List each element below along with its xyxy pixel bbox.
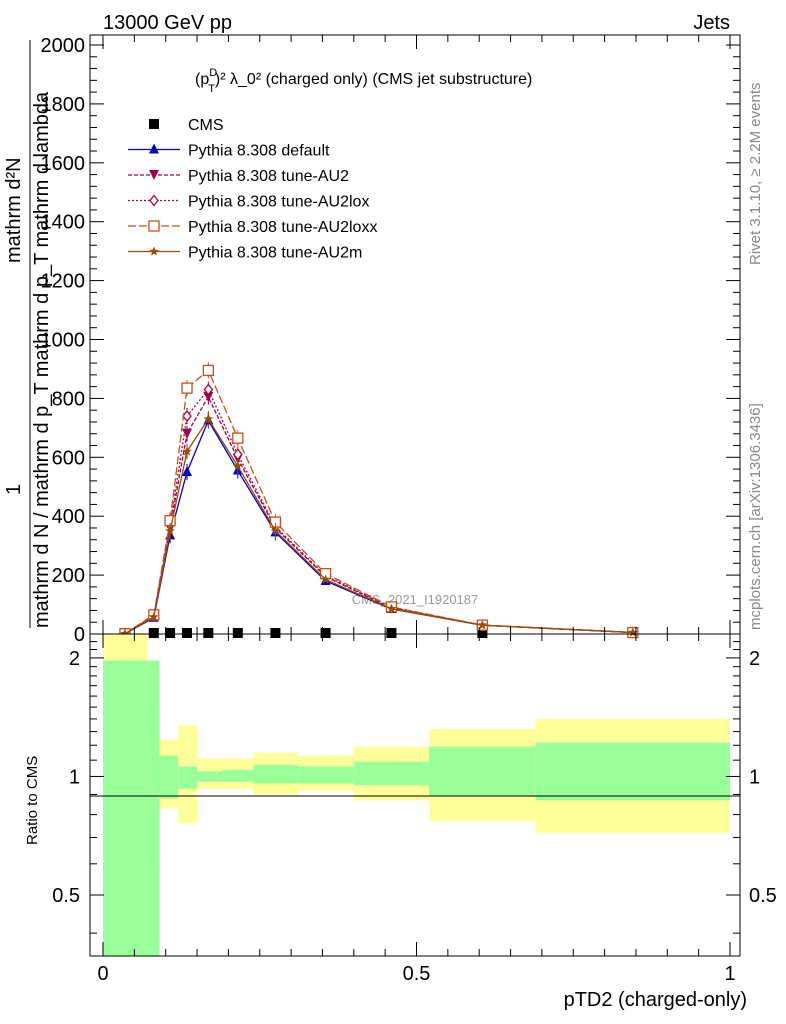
star-marker (320, 574, 331, 584)
main-ytick-label: 200 (52, 565, 85, 587)
star-marker (386, 603, 397, 613)
main-ytick-label: 1000 (41, 330, 86, 352)
main-ytick-label: 1800 (41, 94, 86, 116)
legend-label: Pythia 8.308 default (188, 143, 330, 160)
title-sup: D (209, 67, 217, 79)
ratio-band-inner (146, 660, 160, 956)
triangle-down-marker (182, 428, 193, 439)
legend-label: Pythia 8.308 tune-AU2 (188, 168, 349, 185)
square-marker (148, 628, 159, 638)
star-marker (477, 620, 488, 630)
diamond-marker (203, 383, 214, 396)
ratio-frame (89, 633, 741, 957)
star-marker (233, 461, 243, 471)
legend: CMS Pythia 8.308 default Pythia 8.308 tune… (128, 117, 377, 262)
legend-item-au2loxx: Pythia 8.308 tune-AU2loxx (128, 219, 377, 236)
main-ytick-label: 1200 (41, 271, 86, 293)
ratio-band-inner (159, 755, 179, 799)
legend-item-au2lox: Pythia 8.308 tune-AU2lox (128, 194, 369, 211)
star-marker (270, 525, 281, 535)
ratio-panel: 0.5 0.5 1 1 2 2 0 0.5 1 Ratio to CMS pTD2 (char… (24, 633, 777, 1011)
square-marker (165, 628, 176, 638)
ratio-band-inner (197, 771, 223, 782)
main-ytick-label: 2000 (41, 35, 86, 57)
star-marker (182, 446, 192, 456)
main-ytick-label: 1400 (41, 212, 86, 234)
ratio-xtick-label: 0 (97, 963, 108, 985)
diamond-marker (182, 410, 192, 423)
triangle-up-marker (149, 143, 159, 154)
main-panel: CMS_2021_I1920187 0200400600800100012001… (3, 34, 741, 646)
star-marker (149, 611, 159, 621)
square-marker (232, 628, 243, 638)
ratio-band-inner (353, 761, 430, 786)
legend-label: Pythia 8.308 tune-AU2loxx (188, 219, 377, 236)
legend-item-cms: CMS (149, 117, 224, 134)
star-marker (149, 246, 159, 256)
square-marker (320, 628, 331, 638)
ratio-band-inner (253, 764, 298, 784)
ratio-band-inner (297, 766, 354, 784)
xlabel: pTD2 (charged-only) (564, 989, 747, 1011)
ratio-ytick-label-right: 2 (749, 648, 760, 670)
ratio-band-inner (222, 769, 254, 782)
ratio-xtick-label: 1 (724, 963, 735, 985)
series-au2m (120, 411, 638, 638)
square-open-marker (232, 432, 244, 444)
header-left: 13000 GeV pp (103, 12, 232, 34)
square-marker (477, 628, 488, 638)
ratio-ylabel: Ratio to CMS (24, 756, 41, 845)
series-default (119, 412, 638, 638)
square-marker (386, 628, 397, 638)
main-ytick-label: 600 (52, 447, 85, 469)
title-sub: T (208, 83, 215, 95)
main-ytick-label: 1600 (41, 153, 86, 175)
ratio-band-inner (429, 746, 536, 797)
ratio-xtick-label: 0.5 (403, 963, 431, 985)
ratio-ytick-label: 2 (69, 648, 80, 670)
title-p: (p (195, 71, 209, 88)
triangle-down-marker (149, 170, 159, 180)
main-ytick-label: 400 (52, 506, 85, 528)
triangle-up-marker (182, 466, 193, 477)
legend-item-au2: Pythia 8.308 tune-AU2 (128, 168, 349, 185)
header-right: Jets (693, 12, 730, 34)
ylabel-one: 1 (3, 484, 25, 495)
title-rest: )² λ_0² (charged only) (CMS jet substruc… (215, 71, 532, 88)
ylabel-denominator: mathrm d N / mathrm d p_T mathrm d p_T m… (31, 91, 53, 628)
legend-item-au2m: Pythia 8.308 tune-AU2m (128, 245, 362, 262)
ylabel-numerator: mathrm d²N (3, 157, 25, 263)
legend-item-default: Pythia 8.308 default (128, 143, 330, 160)
square-marker (203, 628, 214, 638)
diamond-marker (149, 194, 159, 207)
square-marker (182, 628, 193, 638)
square-open-marker (202, 364, 214, 377)
ratio-band-inner (178, 766, 198, 789)
legend-label: CMS (188, 117, 224, 134)
square-open-marker (148, 220, 160, 232)
ratio-ytick-label-right: 0.5 (749, 885, 777, 907)
square-marker (149, 119, 159, 129)
ratio-band-inner (535, 742, 730, 801)
star-marker (203, 414, 214, 424)
rivet-info: Rivet 3.1.10, ≥ 2.2M events (747, 83, 764, 266)
star-marker (165, 525, 175, 535)
mcplots-info: mcplots.cern.ch [arXiv:1306.3436] (747, 403, 764, 630)
square-marker (270, 628, 281, 638)
ratio-ytick-label-right: 1 (749, 766, 760, 788)
legend-label: Pythia 8.308 tune-AU2m (188, 245, 362, 262)
main-ytick-label: 800 (52, 388, 85, 410)
ratio-ytick-label: 0.5 (52, 885, 80, 907)
ratio-band-inner (103, 660, 147, 956)
square-open-marker (181, 382, 193, 394)
legend-label: Pythia 8.308 tune-AU2lox (188, 194, 369, 211)
main-ytick-label: 0 (74, 624, 85, 646)
ratio-ytick-label: 1 (69, 766, 80, 788)
chart-title: (pD T)² λ_0² (charged only) (CMS jet subs… (195, 67, 532, 95)
